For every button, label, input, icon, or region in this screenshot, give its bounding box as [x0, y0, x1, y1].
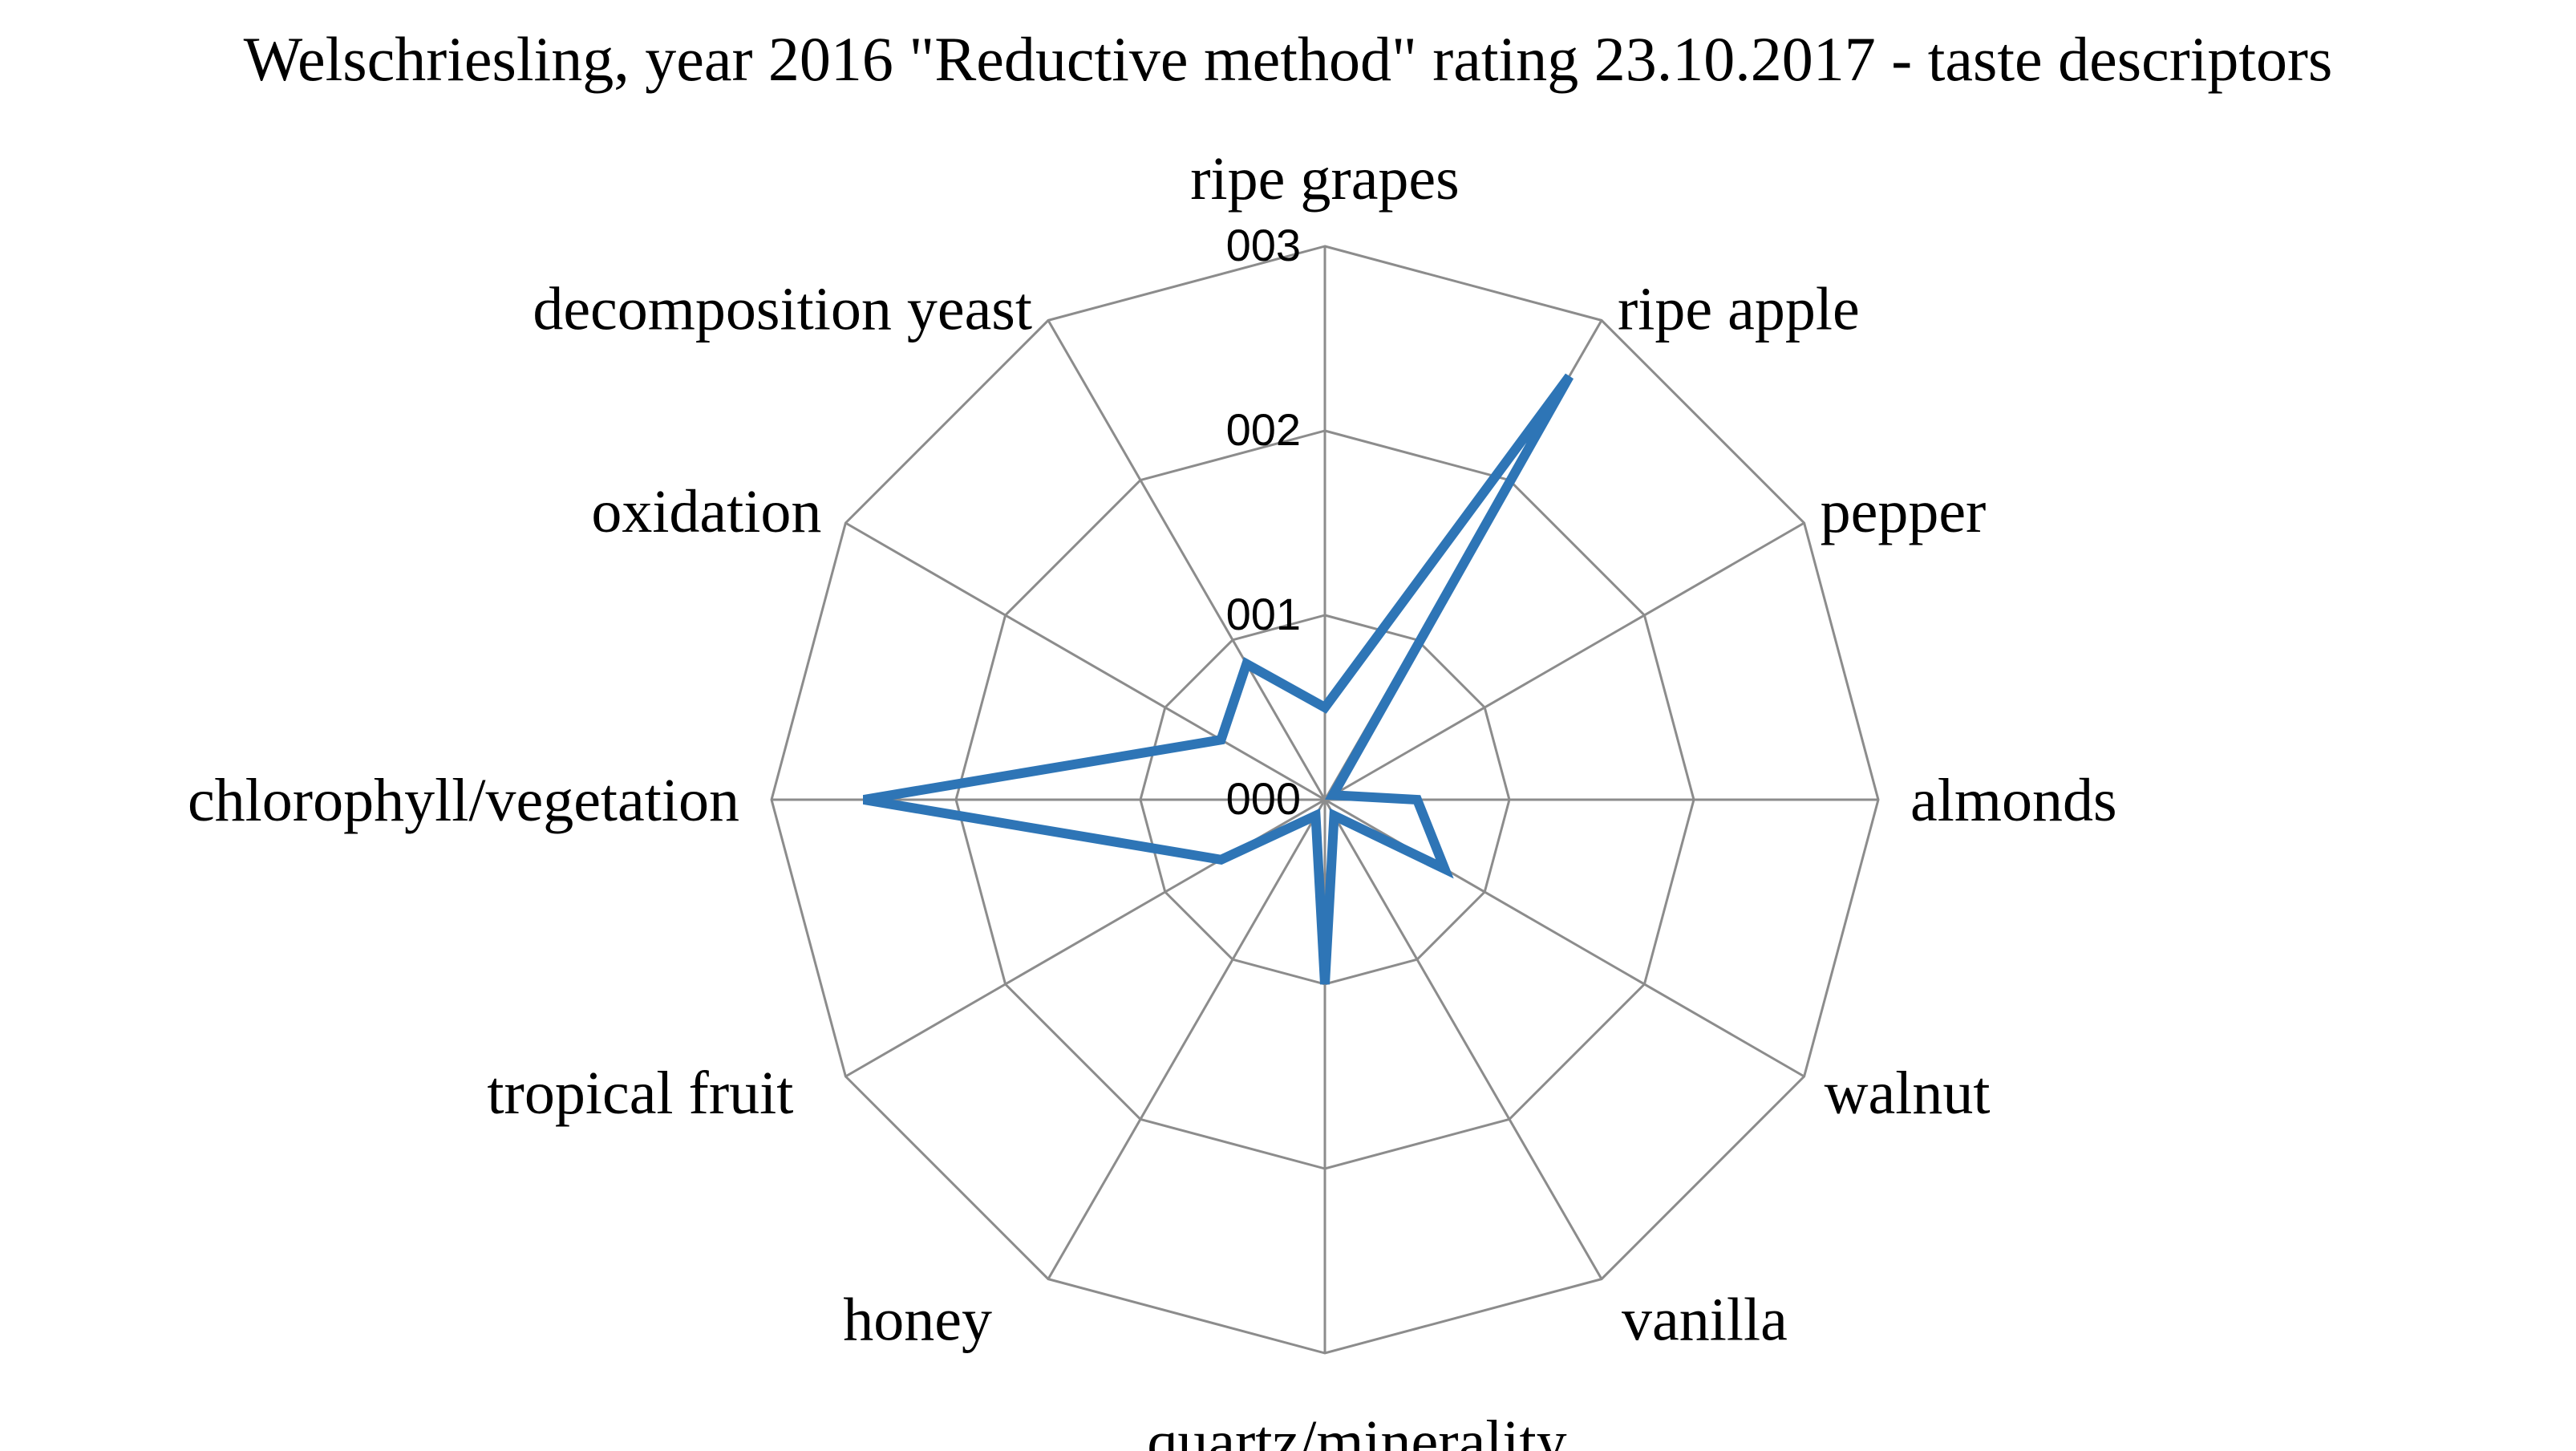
category-label: pepper [1821, 478, 1987, 545]
grid-spoke [844, 521, 1326, 801]
category-label: ripe grapes [1190, 145, 1460, 213]
category-labels: ripe grapes ripe apple pepper almonds walnut… [188, 145, 2117, 1451]
category-label: oxidation [591, 478, 821, 545]
category-label: vanilla [1622, 1287, 1788, 1354]
series-line [863, 373, 1574, 985]
tick-label: 001 [1226, 589, 1301, 639]
category-label: honey [843, 1287, 992, 1354]
radar-grid [770, 245, 1880, 1355]
grid-spoke [1323, 799, 1603, 1280]
grid-spoke [1047, 319, 1326, 800]
category-label: chlorophyll/vegetation [188, 767, 739, 834]
grid-spoke [1324, 521, 1805, 801]
category-label: decomposition yeast [533, 275, 1032, 342]
radial-tick-labels: 000 001 002 003 [1226, 220, 1301, 824]
tick-label: 000 [1226, 773, 1301, 824]
grid-spoke [1047, 799, 1326, 1280]
category-label: quartz/minerality [1147, 1408, 1566, 1451]
tick-label: 003 [1226, 220, 1301, 270]
category-label: tropical fruit [487, 1060, 793, 1127]
category-label: almonds [1910, 767, 2117, 834]
category-label: ripe apple [1618, 275, 1860, 342]
chart-title: Welschriesling, year 2016 "Reductive met… [244, 24, 2333, 94]
category-label: walnut [1825, 1060, 1991, 1127]
series-layer [863, 373, 1574, 985]
tick-label: 002 [1226, 404, 1301, 455]
